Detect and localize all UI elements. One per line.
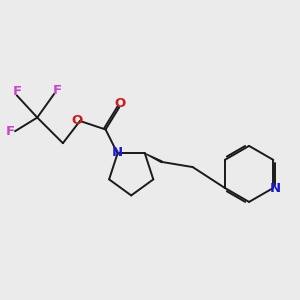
Text: O: O bbox=[114, 98, 126, 110]
Text: F: F bbox=[6, 125, 15, 138]
Polygon shape bbox=[145, 153, 162, 163]
Text: F: F bbox=[53, 84, 62, 97]
Text: N: N bbox=[112, 146, 123, 158]
Text: O: O bbox=[71, 114, 82, 127]
Text: N: N bbox=[270, 182, 281, 195]
Text: F: F bbox=[13, 85, 22, 98]
